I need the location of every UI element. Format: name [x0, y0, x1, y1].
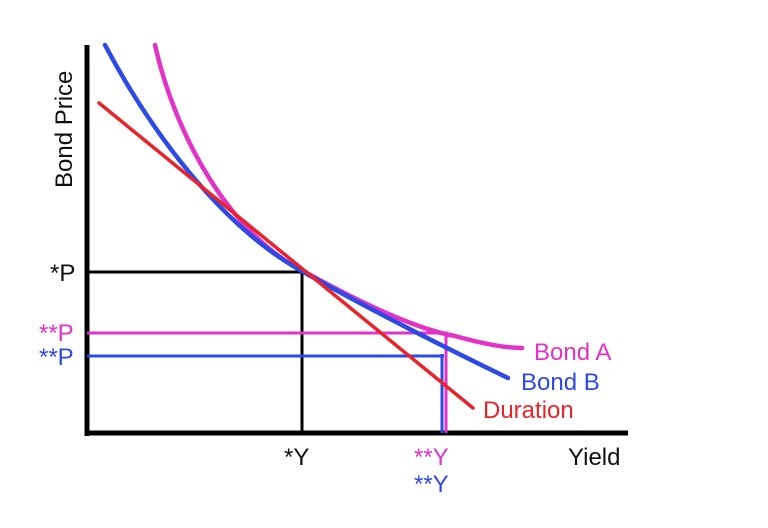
y-axis-label: Bond Price — [51, 71, 78, 188]
p-bond-a-label: **P — [39, 320, 74, 347]
y-bond-a-label: **Y — [414, 444, 449, 471]
bond-b-label: Bond B — [521, 369, 600, 396]
bond-b-curve — [102, 42, 511, 381]
duration-label: Duration — [483, 397, 574, 424]
y-bond-b-label: **Y — [414, 471, 449, 498]
x-axis-label: Yield — [568, 444, 620, 471]
y-star-label: *Y — [284, 444, 309, 471]
p-star-label: *P — [50, 260, 75, 287]
duration-line — [97, 101, 475, 410]
p-bond-b-label: **P — [39, 344, 74, 371]
bond-a-label: Bond A — [534, 339, 611, 366]
